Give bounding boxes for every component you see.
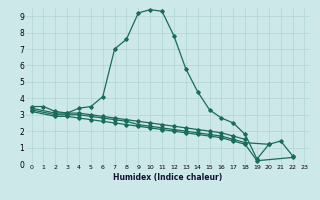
- X-axis label: Humidex (Indice chaleur): Humidex (Indice chaleur): [113, 173, 223, 182]
